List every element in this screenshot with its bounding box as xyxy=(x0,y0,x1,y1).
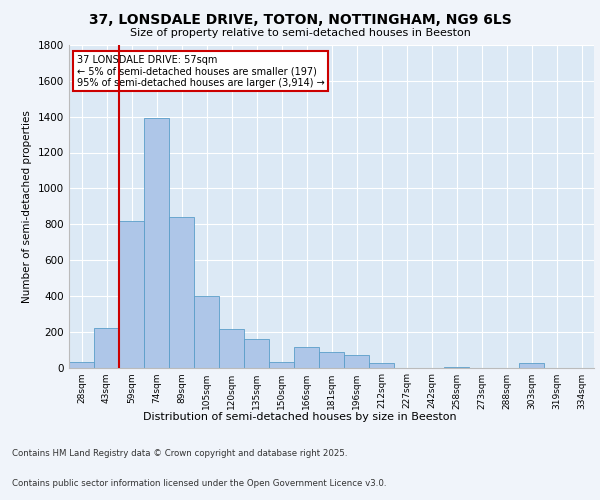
Bar xyxy=(269,362,294,368)
Bar xyxy=(169,217,194,368)
Bar xyxy=(319,352,344,368)
Bar xyxy=(194,296,219,368)
Y-axis label: Number of semi-detached properties: Number of semi-detached properties xyxy=(22,110,32,302)
Bar xyxy=(119,220,144,368)
Text: Contains public sector information licensed under the Open Government Licence v3: Contains public sector information licen… xyxy=(12,478,386,488)
Bar xyxy=(519,363,544,368)
Text: 37, LONSDALE DRIVE, TOTON, NOTTINGHAM, NG9 6LS: 37, LONSDALE DRIVE, TOTON, NOTTINGHAM, N… xyxy=(89,12,511,26)
Bar xyxy=(369,363,394,368)
Text: 37 LONSDALE DRIVE: 57sqm
← 5% of semi-detached houses are smaller (197)
95% of s: 37 LONSDALE DRIVE: 57sqm ← 5% of semi-de… xyxy=(77,54,325,88)
Bar xyxy=(344,355,369,368)
Text: Size of property relative to semi-detached houses in Beeston: Size of property relative to semi-detach… xyxy=(130,28,470,38)
Bar xyxy=(219,329,244,368)
Bar xyxy=(444,366,469,368)
Text: Distribution of semi-detached houses by size in Beeston: Distribution of semi-detached houses by … xyxy=(143,412,457,422)
Bar xyxy=(69,362,94,368)
Text: Contains HM Land Registry data © Crown copyright and database right 2025.: Contains HM Land Registry data © Crown c… xyxy=(12,448,347,458)
Bar xyxy=(94,328,119,368)
Bar xyxy=(144,118,169,368)
Bar xyxy=(294,347,319,368)
Bar xyxy=(244,339,269,368)
